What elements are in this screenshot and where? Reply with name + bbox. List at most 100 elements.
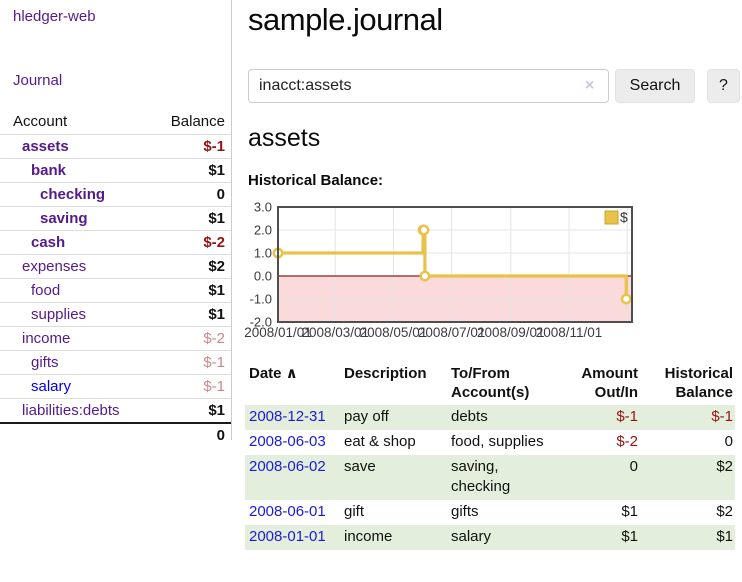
transaction-cell: debts: [447, 405, 552, 430]
column-label: Description: [344, 365, 427, 382]
account-balance: $-2: [203, 234, 225, 251]
account-balance: $-1: [203, 378, 225, 395]
transaction-row: 2008-06-03 eat & shop food, supplies $-2 0: [245, 430, 735, 455]
y-axis-tick-label: 1.0: [254, 246, 272, 261]
sidebar-account-checking[interactable]: checking: [40, 186, 106, 203]
transaction-cell: 0: [724, 433, 733, 450]
transaction-date-link[interactable]: 2008-12-31: [249, 408, 326, 425]
account-balance: $-2: [203, 330, 225, 347]
y-axis-tick-label: -2.0: [250, 315, 272, 330]
transaction-cell: 2008-06-01: [245, 500, 340, 525]
column-label: Date: [249, 365, 282, 382]
account-balance: $1: [208, 210, 225, 227]
sidebar-account-cash[interactable]: cash: [31, 234, 66, 251]
transaction-cell: $1: [640, 525, 735, 550]
main-content: sample.journal × Search ? assets Histori…: [244, 0, 742, 582]
transaction-cell: save: [340, 455, 447, 500]
transaction-cell: 2008-12-31: [245, 405, 340, 430]
account-heading: assets: [248, 124, 321, 152]
accounts-total-value: 0: [216, 426, 225, 444]
y-axis-tick-label: 3.0: [254, 200, 272, 215]
sidebar-account-saving[interactable]: saving: [40, 210, 88, 227]
search-input[interactable]: [248, 69, 609, 103]
account-row: food $1: [0, 278, 231, 302]
clear-search-icon[interactable]: ×: [585, 77, 595, 94]
column-header-to-from-account-s-: To/From Account(s): [447, 362, 552, 405]
search-button[interactable]: Search: [615, 69, 695, 103]
transaction-cell: eat & shop: [344, 433, 416, 450]
page-title: sample.journal: [248, 2, 443, 37]
transaction-date-link[interactable]: 2008-06-02: [249, 458, 326, 475]
sidebar-account-supplies[interactable]: supplies: [31, 306, 87, 323]
account-balance: $1: [208, 282, 225, 299]
transaction-cell: $-1: [552, 405, 640, 430]
y-axis-tick-label: 2.0: [254, 223, 272, 238]
account-balance: $2: [208, 258, 225, 275]
transaction-row: 2008-06-01 gift gifts $1 $2: [245, 500, 735, 525]
column-label: Historical Balance: [664, 365, 733, 401]
sidebar-item-journal[interactable]: Journal: [13, 72, 63, 89]
transaction-row: 2008-12-31 pay off debts $-1 $-1: [245, 405, 735, 430]
account-balance: $-1: [203, 354, 225, 371]
accounts-tree: Account Balance assets $-1 bank $1 checking 0…: [0, 108, 231, 446]
transaction-cell: 0: [552, 455, 640, 500]
column-header-date[interactable]: Date ∧: [245, 362, 340, 405]
transaction-cell: $1: [552, 525, 640, 550]
transaction-cell: $2: [716, 503, 733, 520]
legend-label: $: [620, 209, 628, 225]
accounts-header-row: Account Balance: [0, 108, 231, 134]
account-balance: $1: [208, 402, 225, 419]
sidebar-account-expenses[interactable]: expenses: [22, 258, 87, 275]
sidebar-account-bank[interactable]: bank: [31, 162, 67, 179]
account-row: supplies $1: [0, 302, 231, 326]
sidebar-account-salary[interactable]: salary: [31, 378, 72, 395]
transaction-row: 2008-06-02 save saving, checking 0 $2: [245, 455, 735, 500]
sidebar-account-assets[interactable]: assets: [22, 138, 69, 155]
help-button[interactable]: ?: [707, 69, 740, 103]
transaction-cell: salary: [447, 525, 552, 550]
x-axis-tick-label: 2008/11/01: [536, 325, 603, 340]
account-balance: $1: [208, 162, 225, 179]
column-header-amount-out-in: Amount Out/In: [552, 362, 640, 405]
transaction-cell: $2: [640, 455, 735, 500]
transaction-cell: 2008-01-01: [245, 525, 340, 550]
transaction-cell: 2008-06-03: [245, 430, 340, 455]
account-row: gifts $-1: [0, 350, 231, 374]
sidebar-account-income[interactable]: income: [22, 330, 71, 347]
register-table: Date ∧ Description To/From Account(s) Amoun…: [245, 362, 735, 550]
sort-ascending-icon: ∧: [281, 365, 298, 382]
account-balance: $-1: [203, 138, 225, 155]
y-axis-tick-label: -1.0: [250, 292, 272, 307]
sidebar-account-liabilities-debts[interactable]: liabilities:debts: [22, 402, 120, 419]
x-axis-tick-label: 2008/03/01: [301, 325, 369, 340]
sidebar-account-gifts[interactable]: gifts: [31, 354, 59, 371]
accounts-header-account: Account: [13, 112, 68, 130]
transaction-date-link[interactable]: 2008-01-01: [249, 528, 326, 545]
account-row: liabilities:debts $1: [0, 398, 231, 422]
transaction-cell: income: [340, 525, 447, 550]
chart-canvas: $3.0 2.0 1.0 0.0 -1.0 -2.02008/01/012008/03/0…: [244, 200, 633, 340]
account-row: expenses $2: [0, 254, 231, 278]
plot-border: [277, 206, 633, 323]
data-point-marker: [620, 293, 632, 305]
accounts-header-balance: Balance: [170, 112, 225, 130]
column-label: To/From Account(s): [451, 365, 530, 401]
transaction-cell: saving, checking: [447, 455, 552, 500]
transaction-date-link[interactable]: 2008-06-01: [249, 503, 326, 520]
transaction-cell: pay off: [340, 405, 447, 430]
chart-heading: Historical Balance:: [248, 172, 384, 189]
transaction-cell: gifts: [451, 503, 479, 520]
x-axis-tick-label: 2008/01/01: [244, 325, 312, 340]
search-form: × Search ?: [248, 69, 742, 103]
account-row: checking 0: [0, 182, 231, 206]
legend-swatch: [604, 210, 619, 225]
sidebar-account-food[interactable]: food: [31, 282, 61, 299]
x-axis-tick-label: 2008/05/01: [360, 325, 428, 340]
transaction-cell: gift: [344, 503, 365, 520]
transaction-date-link[interactable]: 2008-06-03: [249, 433, 326, 450]
brand-link[interactable]: hledger-web: [13, 8, 96, 25]
x-axis-tick-label: 2008/09/01: [477, 325, 545, 340]
sidebar-divider: [231, 0, 232, 440]
data-point-marker: [419, 270, 431, 282]
account-balance: $1: [208, 306, 225, 323]
